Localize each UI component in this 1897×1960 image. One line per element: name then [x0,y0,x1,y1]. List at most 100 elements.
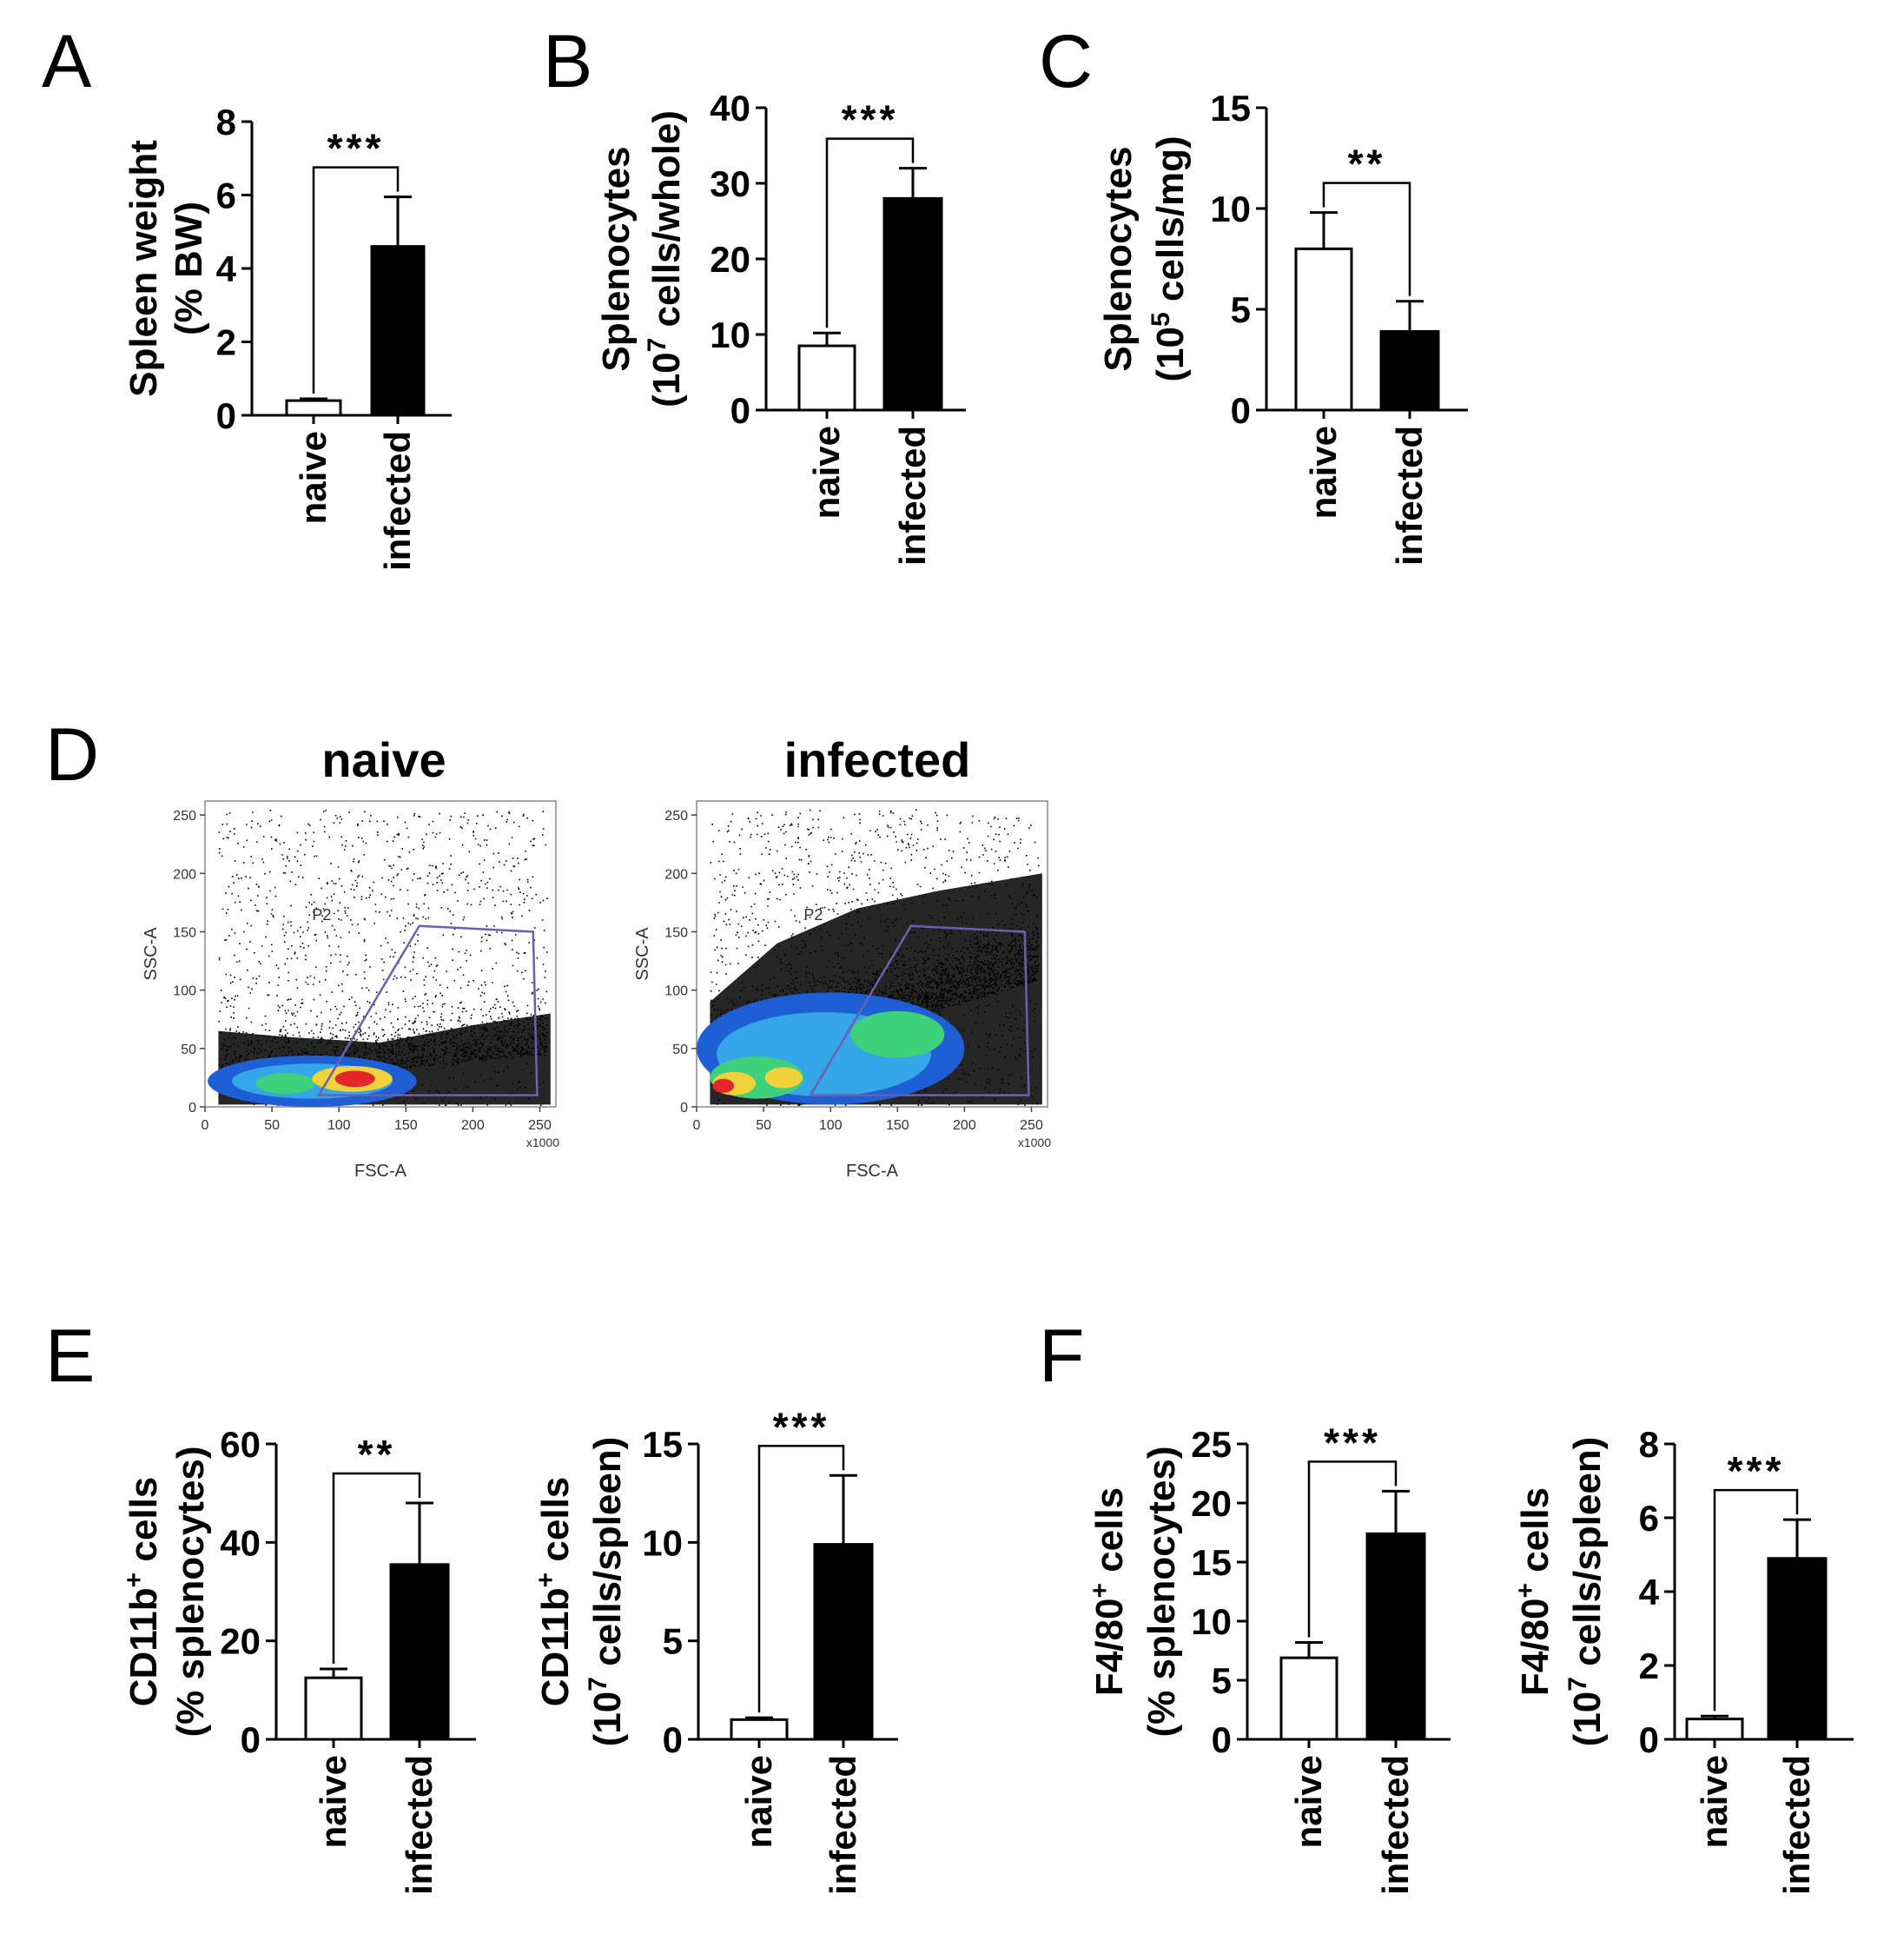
y-axis-label: SSC-A [633,927,652,981]
panel-letter-a: A [42,20,92,103]
y-tick-label: 100 [664,984,688,999]
category-label: infected [399,1755,440,1895]
y-tick-label: 25 [1191,1424,1232,1465]
y-tick-label: 2 [1639,1645,1659,1686]
density-blob [712,1078,735,1093]
bar-infected [370,245,426,417]
y-label-part: CD11b [534,1587,577,1706]
y-tick-label: 10 [642,1522,683,1563]
y-tick-label: 20 [220,1621,261,1662]
panel-letter-d: D [45,713,100,797]
category-label: naive [293,431,334,524]
y-tick-label: 250 [664,809,688,824]
x-unit-label: x1000 [526,1136,559,1149]
significance-stars: ** [1348,142,1386,187]
category-label: infected [892,426,933,566]
y-tick-label: 10 [710,315,750,355]
y-axis-label-line2: (107 cells/spleen) [1563,1437,1609,1747]
x-tick-label: 200 [461,1118,485,1133]
y-tick-label: 150 [664,925,688,940]
y-tick-label: 20 [1191,1483,1232,1524]
bar-infected [389,1563,450,1741]
y-label-part: cells/spleen) [1566,1437,1609,1677]
y-axis-label-line1: Splenocytes [595,146,638,371]
x-tick-label: 150 [394,1118,418,1133]
y-label-part: F4/80 [1514,1599,1557,1697]
gate-p2 [808,924,1030,1096]
bar-chart-f1: 0 5 10 15 20 25 naive infected *** F4/80+ cells (%… [1086,1420,1451,1895]
y-tick-label: 0 [1231,390,1251,431]
y-tick-label: 20 [710,239,750,280]
panel-letter-b: B [543,20,593,103]
significance-stars: *** [327,126,385,171]
y-tick-label: 0 [730,390,750,431]
y-tick-label: 10 [1191,1601,1232,1642]
y-label-part: cells [1088,1487,1131,1583]
bar-infected [813,1543,874,1741]
significance-bracket [825,137,915,328]
y-label-part: cells [534,1477,577,1573]
panel-letter-e: E [45,1314,96,1398]
y-tick-label: 30 [710,163,750,204]
bar-naive [1279,1656,1338,1741]
y-tick-label: 50 [181,1043,196,1057]
y-axis-label-line1: CD11b+ cells [532,1477,577,1707]
y-tick-label: 0 [188,1101,196,1116]
significance-stars: ** [358,1432,396,1477]
significance-bracket [757,1445,845,1713]
y-tick-label: 8 [1639,1424,1659,1465]
y-label-sup: + [1511,1583,1540,1599]
x-axis-label: FSC-A [354,1162,407,1181]
y-tick-label: 8 [216,102,236,142]
facs-title-infected: infected [783,732,971,787]
y-label-part: (10 [1566,1692,1609,1747]
y-tick-label: 5 [663,1621,683,1662]
significance-bracket [1322,182,1411,296]
category-label: infected [1389,426,1430,566]
y-tick-label: 60 [220,1424,261,1465]
y-tick-label: 40 [710,88,750,129]
y-axis-label-line2: (107 cells/spleen) [584,1437,629,1747]
gate-label: P2 [312,906,331,924]
bar-naive [285,399,342,417]
category-label: naive [1303,426,1344,519]
y-axis-label-line1: Spleen weight [122,140,165,397]
significance-stars: *** [1728,1448,1785,1493]
y-tick-label: 2 [216,322,236,363]
y-label-sup: 7 [643,338,671,353]
y-label-sup: + [1086,1583,1114,1599]
y-label-sup: 7 [584,1677,612,1692]
y-tick-label: 0 [1639,1719,1659,1760]
density-blob [255,1073,315,1095]
y-label-part: cells/mg) [1149,136,1192,312]
category-label: naive [1694,1755,1735,1848]
y-tick-label: 0 [1212,1719,1232,1760]
x-tick-label: 100 [327,1118,351,1133]
x-tick-label: 100 [819,1118,843,1133]
y-tick-label: 250 [173,809,196,824]
significance-bracket [332,1472,421,1664]
y-tick-label: 6 [216,175,236,216]
category-label: infected [1375,1755,1416,1895]
facs-plot-naive: P2 0 50 100 150 200 250 0 50 100 150 200 250 x1000 FSC… [142,800,559,1181]
y-axis-label-line2: (% splenocytes) [1140,1447,1183,1738]
y-axis-label-line2: (107 cells/whole) [643,110,688,407]
significance-bracket [1713,1488,1799,1712]
category-label: infected [377,431,418,571]
y-axis-label: SSC-A [142,927,161,981]
bar-naive [730,1718,789,1741]
bar-infected [1365,1532,1426,1741]
significance-stars: *** [842,97,899,142]
y-tick-label: 5 [1212,1660,1232,1701]
y-tick-label: 0 [663,1719,683,1760]
gate-p2 [316,924,539,1096]
y-label-part: cells/spleen) [586,1437,629,1677]
y-tick-label: 200 [173,867,196,882]
bar-chart-e1: 0 20 40 60 naive infected ** CD11b+ cells (% spl… [120,1424,476,1895]
bar-chart-a: 0 2 4 6 8 naive infected *** Spleen weight (% BW) [122,102,452,571]
x-unit-label: x1000 [1018,1136,1051,1149]
y-label-part: (10 [586,1692,629,1747]
category-label: naive [738,1755,779,1848]
